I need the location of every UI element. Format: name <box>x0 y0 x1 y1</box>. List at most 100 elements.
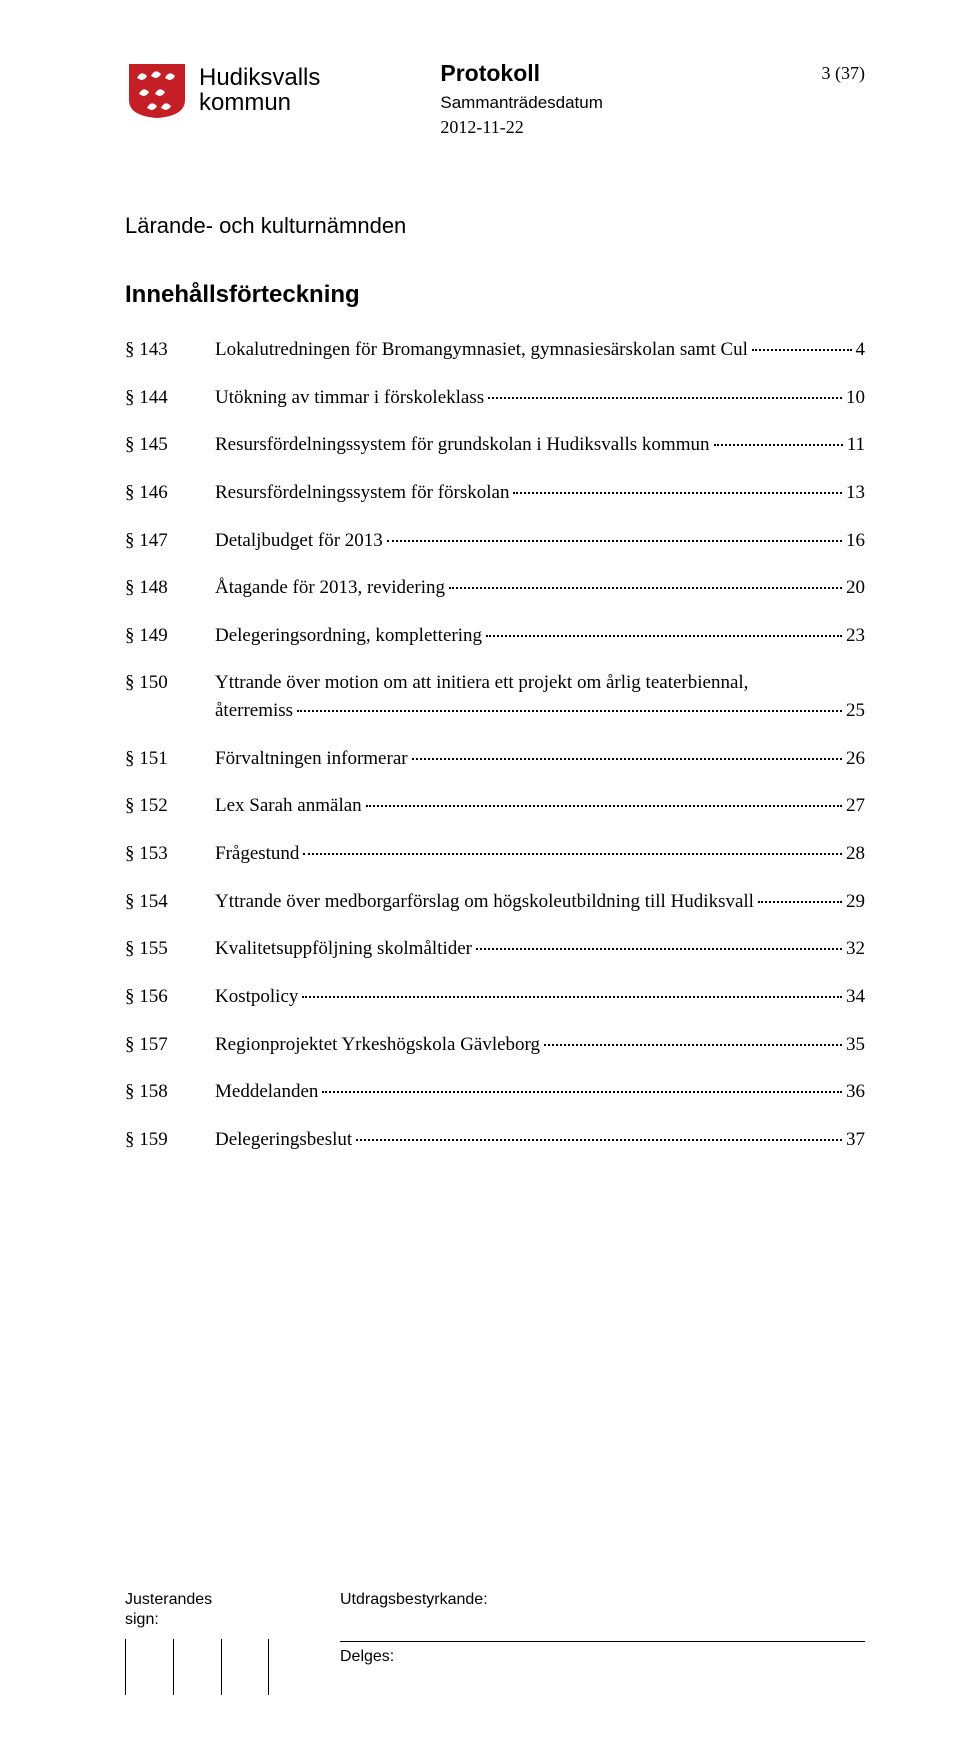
toc-entry: Detaljbudget för 201316 <box>215 528 865 554</box>
toc-label: Kvalitetsuppföljning skolmåltider <box>215 936 472 962</box>
toc-entry-wrap: Delegeringsbeslut 37 <box>215 1127 865 1153</box>
toc-row: § 144Utökning av timmar i förskoleklass1… <box>125 385 865 411</box>
toc-label: Detaljbudget för 2013 <box>215 528 383 554</box>
toc-label: Åtagande för 2013, revidering <box>215 575 445 601</box>
toc-leader-dots <box>752 349 852 351</box>
toc-label: Utökning av timmar i förskoleklass <box>215 385 484 411</box>
toc-leader-dots <box>714 444 843 446</box>
toc-entry: Resursfördelningssystem för grundskolan … <box>215 432 865 458</box>
signature-box <box>173 1639 221 1695</box>
page-number: 3 (37) <box>822 60 866 84</box>
toc-page-number: 29 <box>846 889 865 915</box>
toc-entry: Delegeringsordning, komplettering23 <box>215 623 865 649</box>
toc-leader-dots <box>387 540 842 542</box>
toc-leader-dots <box>366 805 842 807</box>
toc-entry-wrap: Frågestund28 <box>215 841 865 867</box>
toc-entry-wrap: Utökning av timmar i förskoleklass 10 <box>215 385 865 411</box>
toc-entry-wrap: Yttrande över motion om att initiera ett… <box>215 670 865 723</box>
toc-label: Förvaltningen informerar <box>215 746 408 772</box>
toc-entry-wrap: Lokalutredningen för Bromangymnasiet, gy… <box>215 337 865 363</box>
logo-text-line2: kommun <box>199 90 320 115</box>
toc-page-number: 13 <box>846 480 865 506</box>
toc-row: § 146Resursfördelningssystem för förskol… <box>125 480 865 506</box>
toc-leader-dots <box>476 948 842 950</box>
toc-page-number: 37 <box>846 1127 865 1153</box>
footer-delges-label: Delges: <box>340 1641 865 1666</box>
footer-justerandes-label: Justerandes <box>125 1591 340 1609</box>
toc-entry-wrap: Yttrande över medborgarförslag om högsko… <box>215 889 865 915</box>
committee-name: Lärande- och kulturnämnden <box>125 213 865 239</box>
toc-section-number: § 146 <box>125 480 215 506</box>
toc-section-number: § 147 <box>125 528 215 554</box>
municipality-logo-icon <box>125 60 189 120</box>
toc-label: Regionprojektet Yrkeshögskola Gävleborg <box>215 1032 540 1058</box>
toc-entry-wrap: Detaljbudget för 201316 <box>215 528 865 554</box>
toc-leader-dots <box>412 758 842 760</box>
toc-entry-wrap: Delegeringsordning, komplettering23 <box>215 623 865 649</box>
toc-leader-dots <box>302 996 842 998</box>
toc-page-number: 36 <box>846 1079 865 1105</box>
logo-block: Hudiksvalls kommun <box>125 60 320 120</box>
protocol-heading-block: Protokoll Sammanträdesdatum 2012-11-22 <box>320 60 821 138</box>
toc-row: § 145Resursfördelningssystem för grundsk… <box>125 432 865 458</box>
toc-row: § 159Delegeringsbeslut37 <box>125 1127 865 1153</box>
toc-section-number: § 148 <box>125 575 215 601</box>
toc-label: Meddelanden <box>215 1079 318 1105</box>
municipality-name: Hudiksvalls kommun <box>199 65 320 115</box>
toc-page-number: 32 <box>846 936 865 962</box>
toc-label: Delegeringsbeslut <box>215 1127 352 1153</box>
toc-leader-dots <box>303 853 842 855</box>
toc-label: Resursfördelningssystem för förskolan <box>215 480 509 506</box>
document-page: Hudiksvalls kommun Protokoll Sammanträde… <box>0 0 960 1750</box>
toc-entry: Delegeringsbeslut 37 <box>215 1127 865 1153</box>
toc-entry-wrap: Kvalitetsuppföljning skolmåltider 32 <box>215 936 865 962</box>
toc-section-number: § 145 <box>125 432 215 458</box>
toc-row: § 151Förvaltningen informerar26 <box>125 746 865 772</box>
toc-label-line1: Yttrande över motion om att initiera ett… <box>215 670 865 696</box>
toc-entry: återremiss25 <box>215 698 865 724</box>
toc-entry: Kvalitetsuppföljning skolmåltider 32 <box>215 936 865 962</box>
toc-section-number: § 151 <box>125 746 215 772</box>
toc-row: § 157Regionprojektet Yrkeshögskola Gävle… <box>125 1032 865 1058</box>
toc-page-number: 27 <box>846 793 865 819</box>
toc-page-number: 34 <box>846 984 865 1010</box>
toc-leader-dots <box>356 1139 842 1141</box>
toc-section-number: § 149 <box>125 623 215 649</box>
toc-leader-dots <box>513 492 842 494</box>
toc-page-number: 25 <box>846 698 865 724</box>
toc-page-number: 10 <box>846 385 865 411</box>
toc-page-number: 28 <box>846 841 865 867</box>
toc-entry-wrap: Kostpolicy 34 <box>215 984 865 1010</box>
toc-row: § 150Yttrande över motion om att initier… <box>125 670 865 723</box>
toc-entry: Förvaltningen informerar26 <box>215 746 865 772</box>
toc-label: Resursfördelningssystem för grundskolan … <box>215 432 710 458</box>
toc-entry-wrap: Resursfördelningssystem för förskolan 13 <box>215 480 865 506</box>
protocol-title: Protokoll <box>440 60 821 87</box>
toc-label: Lex Sarah anmälan <box>215 793 362 819</box>
toc-page-number: 20 <box>846 575 865 601</box>
meeting-date: 2012-11-22 <box>440 117 821 138</box>
toc-row: § 153Frågestund28 <box>125 841 865 867</box>
toc-section-number: § 157 <box>125 1032 215 1058</box>
toc-label: Delegeringsordning, komplettering <box>215 623 482 649</box>
signature-box <box>125 1639 173 1695</box>
toc-entry: Frågestund28 <box>215 841 865 867</box>
toc-label: Yttrande över medborgarförslag om högsko… <box>215 889 754 915</box>
toc-heading: Innehållsförteckning <box>125 281 865 309</box>
toc-section-number: § 143 <box>125 337 215 363</box>
meeting-date-label: Sammanträdesdatum <box>440 93 821 113</box>
toc-row: § 148Åtagande för 2013, revidering 20 <box>125 575 865 601</box>
toc-section-number: § 154 <box>125 889 215 915</box>
toc-entry-wrap: Resursfördelningssystem för grundskolan … <box>215 432 865 458</box>
toc-row: § 149Delegeringsordning, komplettering23 <box>125 623 865 649</box>
toc-leader-dots <box>297 710 842 712</box>
toc-entry: Lex Sarah anmälan 27 <box>215 793 865 819</box>
toc-section-number: § 156 <box>125 984 215 1010</box>
toc-entry: Åtagande för 2013, revidering 20 <box>215 575 865 601</box>
toc-entry-wrap: Meddelanden 36 <box>215 1079 865 1105</box>
toc-label: Kostpolicy <box>215 984 298 1010</box>
toc-page-number: 11 <box>847 432 865 458</box>
toc-section-number: § 155 <box>125 936 215 962</box>
footer-certification-block: Utdragsbestyrkande: Delges: <box>340 1591 865 1666</box>
footer-sign-label: sign: <box>125 1611 340 1629</box>
